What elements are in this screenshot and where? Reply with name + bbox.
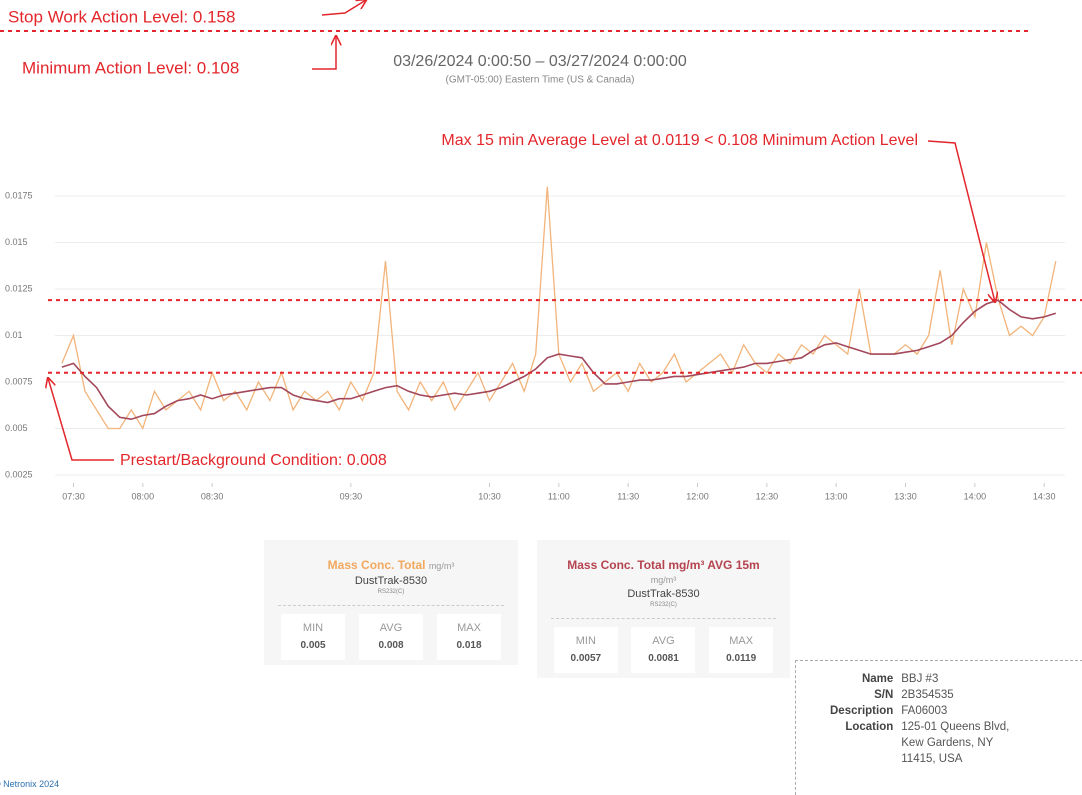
port: RS232(C) <box>650 602 677 608</box>
stat-value: 0.0119 <box>726 653 757 664</box>
chart: Stop Work Action Level: 0.158 Minimum Ac… <box>0 0 1082 501</box>
annotation: Stop Work Action Level: 0.158 <box>8 7 235 26</box>
title: Mass Conc. Total <box>327 558 426 572</box>
x-tick-label: 12:00 <box>686 491 709 501</box>
stats-panel: Mass Conc. Total mg/m³ DustTrak-8530 RS2… <box>264 540 518 665</box>
x-tick-label: 08:30 <box>201 491 224 501</box>
x-tick-label: 11:30 <box>617 491 639 501</box>
info-row: Name BBJ #3 <box>826 671 1013 687</box>
info-row: Location 125-01 Queens Blvd, <box>826 719 1013 735</box>
info-table: Name BBJ #3 S/N 2B354535 Description FA06003 L… <box>826 671 1013 767</box>
arrow <box>927 140 995 302</box>
footer: © Netronix 2024 <box>0 779 60 789</box>
info-key: Name <box>861 673 894 685</box>
stat-cell: AVG 0.008 <box>359 614 423 660</box>
stat-cell: MIN 0.0057 <box>553 627 618 673</box>
stat-label: AVG <box>652 635 675 647</box>
annotation: Minimum Action Level: 0.108 <box>22 58 239 77</box>
info-row: 11415, USA <box>826 751 1013 767</box>
arrow <box>312 36 336 70</box>
panel-title: Mass Conc. Total mg/m³ <box>264 558 518 572</box>
stat-label: MIN <box>302 622 324 634</box>
x-tick-label: 13:30 <box>894 491 917 501</box>
y-tick-label: 0.0025 <box>5 469 33 479</box>
x-tick-label: 13:00 <box>825 491 848 501</box>
annotation-bg <box>300 128 940 154</box>
stat-label: AVG <box>379 622 403 634</box>
x-tick-label: 14:00 <box>964 491 987 501</box>
cells: MIN 0.005 AVG 0.008 MAX 0.018 <box>264 614 518 660</box>
cells: MIN 0.0057 AVG 0.0081 MAX 0.0119 <box>537 627 790 673</box>
x-tick-label: 07:30 <box>62 491 85 501</box>
info-key <box>826 735 897 751</box>
arrow <box>321 0 366 16</box>
device-info: Name BBJ #3 S/N 2B354535 Description FA06003 L… <box>795 660 1082 795</box>
stat-value: 0.005 <box>300 640 326 651</box>
info-key: S/N <box>874 689 894 701</box>
stat-value: 0.008 <box>378 640 404 651</box>
series-line <box>61 299 1057 421</box>
separator <box>551 618 776 619</box>
stat-value: 0.0057 <box>570 653 602 664</box>
y-tick-label: 0.0175 <box>5 190 33 200</box>
info-row: Description FA06003 <box>826 703 1013 719</box>
series-line <box>61 186 1057 431</box>
stat-cell: AVG 0.0081 <box>631 627 696 673</box>
separator <box>278 605 504 606</box>
stat-label: MIN <box>575 635 596 647</box>
date-range: 03/26/2024 0:00:50 – 03/27/2024 0:00:00 <box>393 53 687 70</box>
x-tick-label: 12:30 <box>756 491 779 501</box>
x-tick-label: 08:00 <box>132 491 155 501</box>
annotation: Prestart/Background Condition: 0.008 <box>120 452 387 469</box>
x-tick-label: 10:30 <box>478 491 501 501</box>
info-key <box>826 751 897 767</box>
y-tick-label: 0.0075 <box>5 376 33 386</box>
x-tick-label: 09:30 <box>340 491 363 501</box>
info-key: Description <box>830 705 894 717</box>
info-value: FA06003 <box>901 705 948 717</box>
port: RS232(C) <box>377 589 405 595</box>
annotation: Max 15 min Average Level at 0.0119 < 0.1… <box>441 132 918 149</box>
info-value: 125-01 Queens Blvd, <box>901 721 1010 733</box>
device: DustTrak-8530 <box>627 588 700 600</box>
info-row: Kew Gardens, NY <box>826 735 1013 751</box>
x-tick-label: 11:00 <box>548 491 570 501</box>
info-row: S/N 2B354535 <box>826 687 1013 703</box>
unit: mg/m³ <box>650 575 677 585</box>
x-tick-label: 14:30 <box>1033 491 1056 501</box>
device: DustTrak-8530 <box>354 575 428 587</box>
y-tick-label: 0.01 <box>5 330 23 340</box>
stat-value: 0.018 <box>456 640 482 651</box>
timezone: (GMT-05:00) Eastern Time (US & Canada) <box>446 75 635 86</box>
stat-cell: MIN 0.005 <box>281 614 345 660</box>
stat-label: MAX <box>729 635 754 647</box>
stat-cell: MAX 0.018 <box>437 614 501 660</box>
info-value: BBJ #3 <box>901 673 939 685</box>
stat-value: 0.0081 <box>648 653 679 664</box>
y-tick-label: 0.005 <box>5 423 28 433</box>
y-tick-label: 0.015 <box>5 237 28 247</box>
arrow <box>48 378 114 461</box>
info-key: Location <box>845 721 894 733</box>
y-tick-label: 0.0125 <box>5 283 33 293</box>
info-value: 2B354535 <box>901 689 954 701</box>
unit: mg/m³ <box>428 561 455 571</box>
info-value: 11415, USA <box>901 753 963 765</box>
title: Mass Conc. Total mg/m³ AVG 15m <box>567 558 760 572</box>
stats-panel: Mass Conc. Total mg/m³ AVG 15m mg/m³ Dus… <box>537 540 790 678</box>
info-value: Kew Gardens, NY <box>901 737 994 749</box>
stat-cell: MAX 0.0119 <box>709 627 774 673</box>
stat-label: MAX <box>457 622 481 634</box>
